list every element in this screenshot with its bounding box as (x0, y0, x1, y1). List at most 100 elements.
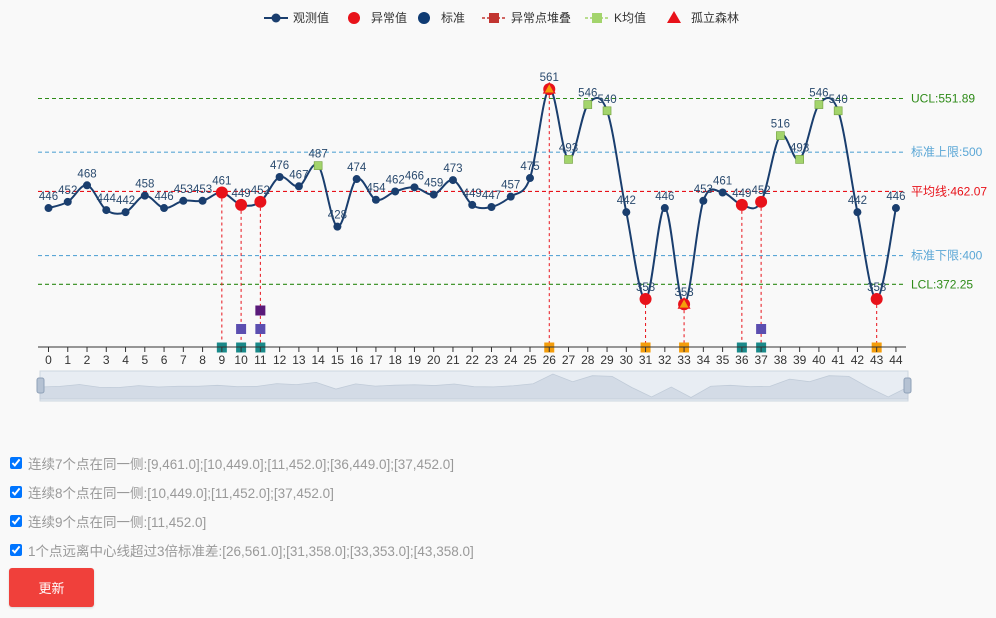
value-label: 453 (193, 184, 212, 196)
rule-row-2: 连续8个点在同一侧:[10,449.0];[11,452.0];[37,452.… (8, 477, 474, 506)
anomaly-point (235, 198, 248, 211)
data-point (468, 200, 477, 209)
data-point (179, 196, 188, 205)
anomaly-point (870, 293, 883, 306)
data-point (718, 188, 727, 197)
value-label: 452 (58, 185, 77, 197)
x-tick-label: 40 (812, 353, 826, 367)
data-point (429, 190, 438, 199)
rule-checkbox-1[interactable] (10, 456, 22, 469)
value-label: 493 (790, 142, 809, 154)
rule-text-3: 连续9个点在同一侧:[11,452.0] (28, 514, 207, 530)
legend-item-5: K均值 (585, 10, 646, 25)
data-point (371, 195, 380, 204)
kmeans-point (583, 100, 593, 109)
update-button[interactable]: 更新 (9, 568, 94, 607)
data-point (526, 174, 534, 183)
value-label: 446 (39, 191, 58, 203)
value-label: 474 (347, 162, 367, 174)
x-tick-label: 7 (180, 353, 187, 367)
x-tick-label: 37 (754, 353, 768, 367)
reference-label-1: UCL:551.89 (911, 92, 975, 106)
anomaly-point (254, 195, 267, 208)
x-tick-label: 2 (84, 353, 91, 367)
rule-list: 连续7个点在同一侧:[9,461.0];[10,449.0];[11,452.0… (8, 448, 474, 564)
data-point (410, 183, 419, 192)
legend-item-4: 异常点堆叠 (482, 11, 571, 25)
x-tick-label: 17 (369, 353, 383, 367)
kmeans-point (833, 106, 843, 116)
isolation-forest-point (677, 296, 691, 309)
value-label: 454 (366, 183, 386, 195)
rule-row-1: 连续7个点在同一侧:[9,461.0];[10,449.0];[11,452.0… (8, 448, 474, 477)
zoom-handle-right (903, 377, 912, 394)
data-point (487, 202, 496, 211)
value-label: 462 (386, 174, 405, 186)
data-point (853, 208, 862, 217)
legend-circle-icon (271, 13, 281, 23)
chart-legend[interactable]: 观测值 异常值 标准 异常点堆叠 K均值 孤立森林 (264, 10, 739, 25)
value-label: 449 (463, 188, 482, 200)
data-point (44, 204, 53, 213)
x-tick-label: 1 (64, 353, 71, 367)
legend-triangle-icon (667, 11, 681, 23)
x-tick-label: 39 (793, 353, 807, 367)
value-label: 446 (886, 191, 905, 203)
value-label: 459 (424, 178, 443, 190)
data-point (83, 181, 92, 190)
reference-label-3: 平均线:462.07 (911, 184, 987, 198)
rule-checkbox-2[interactable] (10, 485, 22, 498)
stack-marker-rule-2 (236, 324, 247, 334)
x-tick-label: 43 (870, 353, 884, 367)
value-label: 468 (77, 168, 96, 180)
x-tick-label: 41 (831, 353, 845, 367)
data-point (102, 206, 111, 215)
rule-checkbox-3[interactable] (10, 514, 22, 527)
rule-row-3: 连续9个点在同一侧:[11,452.0] (8, 506, 474, 535)
reference-label-5: LCL:372.25 (911, 277, 973, 291)
value-label: 540 (829, 94, 848, 106)
x-tick-label: 44 (889, 353, 903, 367)
x-tick-label: 13 (292, 353, 306, 367)
legend-item-6: 孤立森林 (667, 10, 739, 25)
datazoom-slider[interactable] (36, 370, 912, 402)
value-label: 358 (636, 282, 655, 294)
value-label: 475 (520, 161, 539, 173)
value-label: 546 (578, 88, 597, 100)
kmeans-point (795, 155, 804, 164)
x-tick-label: 24 (504, 353, 518, 367)
value-label: 457 (501, 180, 520, 192)
value-label: 453 (694, 184, 713, 196)
x-tick-label: 27 (562, 353, 576, 367)
x-tick-label: 32 (658, 353, 672, 367)
x-tick-label: 14 (311, 353, 325, 367)
value-label: 446 (154, 191, 173, 203)
legend-item-3: 标准 (418, 11, 465, 25)
legend-label: 观测值 (293, 10, 329, 25)
rule-checkbox-4[interactable] (10, 543, 22, 556)
x-tick-label: 0 (45, 353, 52, 367)
data-point (660, 204, 669, 213)
x-tick-label: 21 (446, 353, 460, 367)
anomaly-point (215, 186, 228, 199)
data-point (294, 182, 303, 191)
legend-label: 孤立森林 (691, 10, 739, 25)
data-point (198, 196, 207, 205)
value-label: 493 (559, 142, 578, 154)
control-chart: 观测值 异常值 标准 异常点堆叠 K均值 孤立森林 UCL:551.89 标准上限:500 平… (36, 10, 987, 402)
x-tick-label: 19 (408, 353, 422, 367)
x-tick-label: 38 (774, 353, 788, 367)
value-label: 446 (655, 191, 674, 203)
value-label: 449 (732, 188, 751, 200)
x-tick-label: 36 (735, 353, 749, 367)
data-point (891, 204, 900, 213)
stack-marker-rule-2 (255, 324, 266, 334)
value-label: 540 (597, 94, 616, 106)
legend-label: 标准 (441, 11, 465, 25)
anomaly-point (755, 195, 768, 208)
value-label: 353 (674, 287, 693, 299)
x-tick-label: 4 (122, 353, 129, 367)
data-point (352, 175, 361, 184)
reference-lines: UCL:551.89 标准上限:500 平均线:462.07 标准下限:400 LCL:… (38, 92, 987, 291)
x-tick-label: 34 (697, 353, 711, 367)
